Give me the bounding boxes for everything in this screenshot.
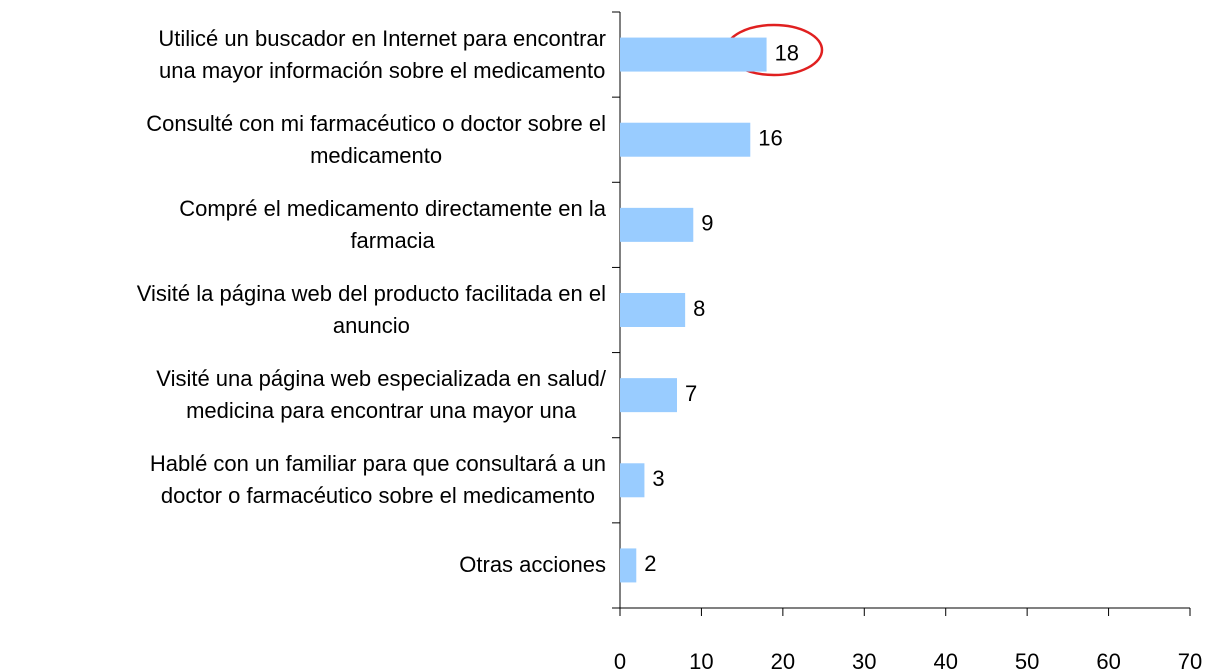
x-tick-label: 50: [1015, 649, 1039, 672]
bar: [620, 207, 694, 242]
category-label: Otras acciones: [459, 552, 606, 578]
category-label: Utilicé un buscador en Internet para enc…: [158, 25, 606, 83]
bar: [620, 293, 686, 327]
value-label: 3: [652, 466, 664, 491]
x-tick-label: 0: [614, 649, 626, 672]
x-tick-label: 30: [852, 649, 876, 672]
category-label-box: Visité la página web del producto facili…: [0, 267, 606, 352]
x-tick-label: 70: [1178, 649, 1202, 672]
bar: [620, 122, 751, 157]
bar: [620, 463, 645, 498]
bar: [620, 548, 637, 583]
x-tick-label: 20: [771, 649, 795, 672]
category-label-box: Consulté con mi farmacéutico o doctor so…: [0, 97, 606, 182]
value-label: 9: [701, 211, 713, 236]
category-label-box: Compré el medicamento directamente en la…: [0, 182, 606, 267]
category-label: Hablé con un familiar para que consultar…: [149, 451, 606, 509]
value-label: 18: [775, 40, 799, 65]
category-label: Visité la página web del producto facili…: [136, 280, 606, 338]
x-tick-label: 10: [689, 649, 713, 672]
category-label-box: Utilicé un buscador en Internet para enc…: [0, 12, 606, 97]
value-label: 16: [758, 126, 782, 151]
category-label-box: Visité una página web especializada en s…: [0, 353, 606, 438]
category-label-box: Otras acciones: [0, 523, 606, 608]
category-label-box: Hablé con un familiar para que consultar…: [0, 438, 606, 523]
x-tick-label: 40: [933, 649, 957, 672]
category-label: Compré el medicamento directamente en la…: [179, 195, 606, 253]
value-label: 8: [693, 296, 705, 321]
category-label: Consulté con mi farmacéutico o doctor so…: [146, 110, 606, 168]
value-label: 7: [685, 381, 697, 406]
bar: [620, 37, 767, 72]
category-label: Visité una página web especializada en s…: [156, 366, 606, 424]
value-label: 2: [644, 551, 656, 576]
x-tick-label: 60: [1096, 649, 1120, 672]
bar: [620, 378, 677, 413]
